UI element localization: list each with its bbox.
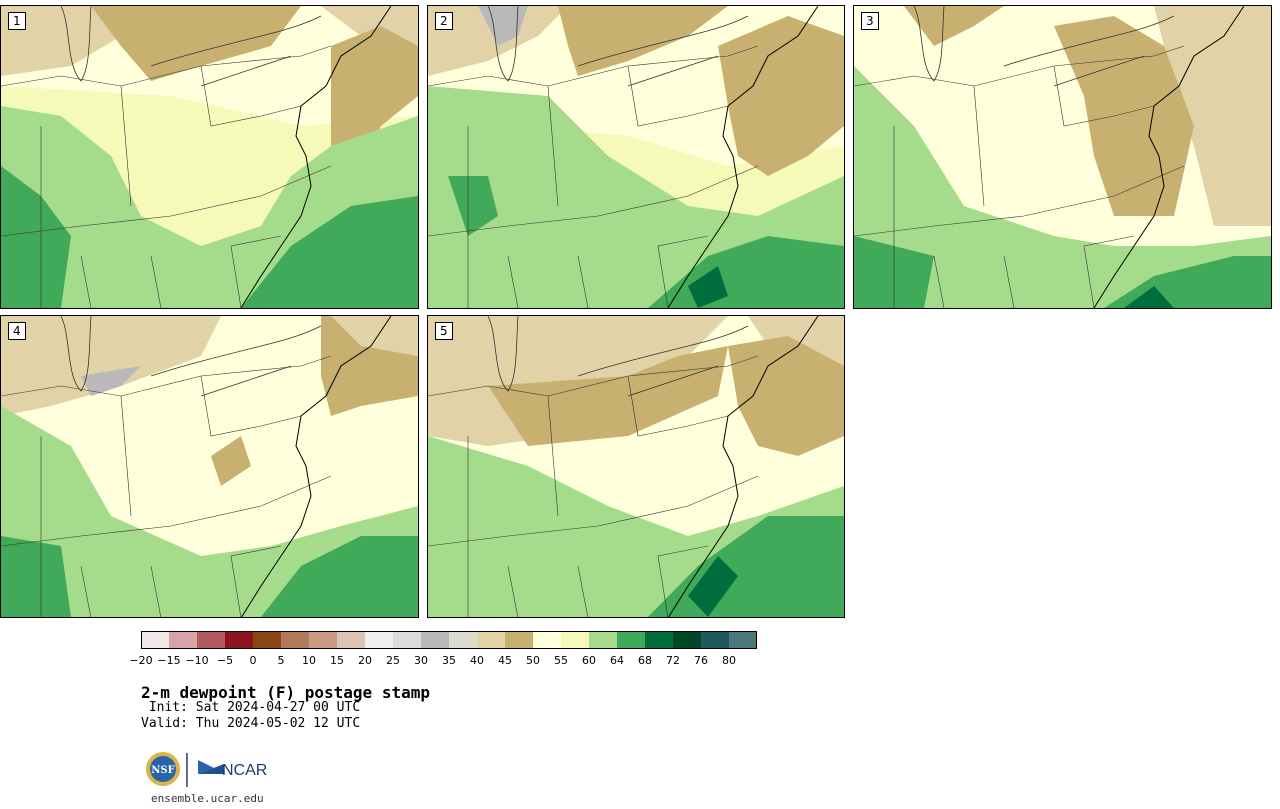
colorbar-tick-label: 64 — [610, 654, 624, 667]
map-panel-4: 4 — [0, 315, 419, 618]
colorbar-swatch — [449, 631, 478, 649]
site-url: ensemble.ucar.edu — [151, 792, 264, 805]
colorbar-tick-label: 25 — [386, 654, 400, 667]
colorbar-tick-label: −10 — [185, 654, 209, 667]
panel-number-5: 5 — [435, 322, 453, 340]
ncar-logo-text: NCAR — [222, 762, 267, 779]
colorbar-swatch — [589, 631, 618, 649]
colorbar-tick-label: 10 — [302, 654, 316, 667]
colorbar-tick-label: 40 — [470, 654, 484, 667]
nsf-logo-text: NSF — [151, 765, 174, 776]
panel-number-2: 2 — [435, 12, 453, 30]
colorbar-swatch — [393, 631, 422, 649]
colorbar-swatch — [421, 631, 450, 649]
colorbar-swatch — [169, 631, 198, 649]
map-panel-5: 5 — [427, 315, 845, 618]
dewpoint-map-5 — [428, 316, 844, 617]
colorbar-swatch — [561, 631, 590, 649]
colorbar-tick-label: 55 — [554, 654, 568, 667]
dewpoint-map-3 — [854, 6, 1271, 308]
colorbar-swatch — [225, 631, 254, 649]
ncar-logo-icon: NCAR — [198, 760, 267, 779]
map-panel-1: 1 — [0, 5, 419, 309]
colorbar-swatch — [477, 631, 506, 649]
colorbar-swatch — [281, 631, 310, 649]
panel-number-1: 1 — [8, 12, 26, 30]
colorbar-swatch — [197, 631, 226, 649]
colorbar-tick-label: −5 — [216, 654, 234, 667]
colorbar-swatch — [533, 631, 562, 649]
colorbar-swatch — [365, 631, 394, 649]
colorbar-swatch — [141, 631, 170, 649]
colorbar-tick-label: 72 — [666, 654, 680, 667]
colorbar-swatch — [309, 631, 338, 649]
colorbar-tick-label: 50 — [526, 654, 540, 667]
init-time: Init: Sat 2024-04-27 00 UTC — [141, 700, 361, 715]
colorbar — [141, 631, 757, 649]
map-panel-2: 2 — [427, 5, 845, 309]
colorbar-tick-label: 5 — [277, 654, 285, 667]
panel-number-3: 3 — [861, 12, 879, 30]
map-panel-3: 3 — [853, 5, 1272, 309]
colorbar-tick-label: −15 — [157, 654, 181, 667]
colorbar-swatch — [645, 631, 674, 649]
valid-time: Valid: Thu 2024-05-02 12 UTC — [141, 716, 361, 731]
colorbar-tick-label: 30 — [414, 654, 428, 667]
dewpoint-map-1 — [1, 6, 418, 308]
colorbar-tick-label: 15 — [330, 654, 344, 667]
colorbar-swatch — [673, 631, 702, 649]
colorbar-swatch — [505, 631, 534, 649]
colorbar-swatch — [337, 631, 366, 649]
colorbar-swatch — [701, 631, 730, 649]
colorbar-tick-label: 35 — [442, 654, 456, 667]
colorbar-swatch — [729, 631, 757, 649]
colorbar-tick-label: 68 — [638, 654, 652, 667]
logos: NSF NCAR — [146, 752, 267, 787]
colorbar-tick-label: 45 — [498, 654, 512, 667]
colorbar-tick-label: 80 — [722, 654, 736, 667]
colorbar-tick-label: 76 — [694, 654, 708, 667]
colorbar-swatch — [617, 631, 646, 649]
colorbar-tick-label: −20 — [129, 654, 153, 667]
colorbar-tick-label: 60 — [582, 654, 596, 667]
colorbar-tick-label: 20 — [358, 654, 372, 667]
colorbar-tick-label: 0 — [249, 654, 257, 667]
dewpoint-map-4 — [1, 316, 418, 617]
nsf-logo-icon: NSF — [146, 752, 180, 786]
panel-number-4: 4 — [8, 322, 26, 340]
dewpoint-map-2 — [428, 6, 844, 308]
chart-title: 2-m dewpoint (F) postage stamp — [141, 683, 430, 702]
colorbar-swatch — [253, 631, 282, 649]
